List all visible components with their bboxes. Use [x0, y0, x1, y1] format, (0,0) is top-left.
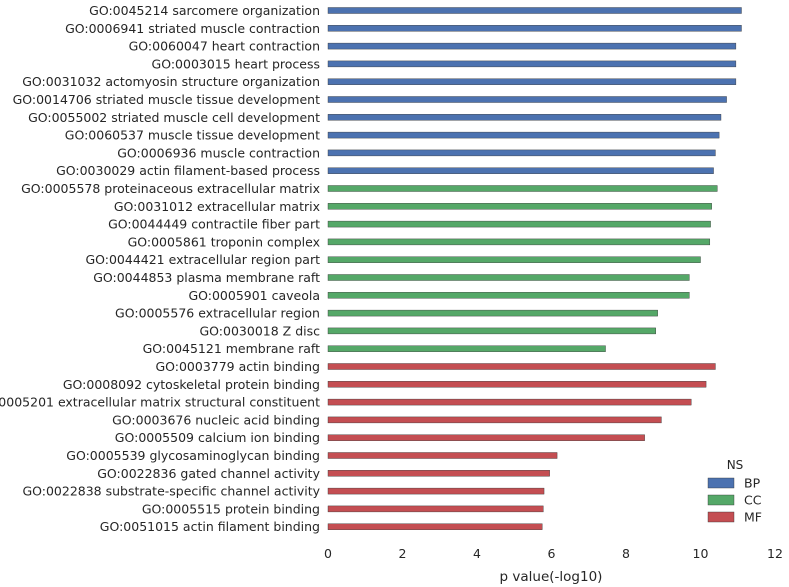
bar-mf — [327, 398, 692, 406]
category-label: GO:0060537 muscle tissue development — [65, 128, 320, 143]
category-label: GO:0005861 troponin complex — [128, 234, 320, 249]
category-label: GO:0055002 striated muscle cell developm… — [28, 110, 320, 125]
bar-cc — [327, 292, 690, 299]
category-label: GO:0014706 striated muscle tissue develo… — [13, 92, 321, 107]
category-label: GO:0005901 caveola — [188, 288, 320, 303]
category-label: GO:0006941 striated muscle contraction — [65, 21, 320, 36]
x-tick-label: 12 — [767, 546, 783, 561]
bar-mf — [327, 381, 707, 388]
category-label: GO:0031032 actomyosin structure organiza… — [22, 74, 320, 89]
legend-title: NS — [727, 458, 744, 472]
category-label: GO:0022836 gated channel activity — [97, 466, 320, 481]
category-label: GO:0031012 extracellular matrix — [114, 199, 320, 214]
bar-mf — [327, 434, 645, 441]
category-label: GO:0005201 extracellular matrix structur… — [0, 395, 320, 410]
category-label: GO:0044421 extracellular region part — [85, 252, 320, 267]
x-tick-label: 0 — [324, 546, 332, 561]
bar-mf — [327, 452, 558, 459]
x-tick-label: 2 — [399, 546, 407, 561]
bar-mf — [327, 470, 550, 477]
bar-cc — [327, 203, 712, 210]
bar-cc — [327, 220, 711, 228]
bar-cc — [327, 274, 690, 281]
bar-mf — [327, 487, 545, 495]
x-tick-label: 4 — [473, 546, 481, 561]
bar-bp — [327, 25, 742, 32]
category-label: GO:0005509 calcium ion binding — [115, 430, 320, 445]
category-label: GO:0008092 cytoskeletal protein binding — [63, 377, 320, 392]
bar-bp — [327, 42, 737, 50]
category-label: GO:0045214 sarcomere organization — [89, 3, 320, 18]
legend-swatch-bp — [707, 477, 735, 489]
category-label: GO:0006936 muscle contraction — [117, 145, 320, 160]
bar-mf — [327, 505, 544, 513]
bar-bp — [327, 131, 720, 139]
bars-layer — [327, 7, 742, 530]
x-axis-title: p value(-log10) — [500, 569, 603, 585]
bar-cc — [327, 238, 711, 246]
legend-label-mf: MF — [744, 510, 762, 525]
bar-cc — [327, 345, 606, 352]
bar-bp — [327, 96, 727, 103]
category-label: GO:0005578 proteinaceous extracellular m… — [21, 181, 320, 196]
category-label: GO:0044853 plasma membrane raft — [93, 270, 320, 285]
legend-label-bp: BP — [744, 476, 761, 491]
category-label: GO:0022838 substrate-specific channel ac… — [22, 484, 320, 499]
bar-cc — [327, 327, 656, 335]
category-label: GO:0003779 actin binding — [155, 359, 320, 374]
x-axis: 0 2 4 6 8 10 12 — [324, 546, 783, 561]
bar-cc — [327, 256, 701, 263]
x-tick-label: 8 — [622, 546, 630, 561]
bar-bp — [327, 7, 742, 14]
bar-bp — [327, 60, 737, 68]
category-label: GO:0003015 heart process — [152, 56, 320, 71]
category-label: GO:0044449 contractile fiber part — [108, 217, 320, 232]
category-label: GO:0030018 Z disc — [200, 323, 321, 338]
category-label: GO:0005539 glycosaminoglycan binding — [66, 448, 320, 463]
bar-mf — [327, 363, 716, 370]
category-label: GO:0051015 actin filament binding — [100, 519, 320, 534]
bar-mf — [327, 523, 543, 530]
category-label: GO:0003676 nucleic acid binding — [112, 412, 320, 427]
legend-swatch-mf — [707, 511, 735, 523]
category-label: GO:0030029 actin filament-based process — [56, 163, 320, 178]
legend: NS BP CC MF — [707, 458, 762, 525]
legend-swatch-cc — [707, 494, 735, 506]
category-labels: GO:0045214 sarcomere organization GO:0006… — [0, 3, 321, 534]
category-label: GO:0005576 extracellular region — [115, 306, 320, 321]
category-label: GO:0060047 heart contraction — [129, 39, 320, 54]
bar-mf — [327, 416, 662, 424]
category-label: GO:0045121 membrane raft — [143, 341, 321, 356]
bar-cc — [327, 309, 658, 317]
x-tick-label: 6 — [548, 546, 556, 561]
legend-label-cc: CC — [744, 493, 762, 508]
bar-bp — [327, 114, 722, 121]
bar-bp — [327, 78, 737, 85]
category-label: GO:0005515 protein binding — [142, 501, 320, 516]
bar-bp — [327, 167, 714, 174]
x-tick-label: 10 — [693, 546, 709, 561]
bar-bp — [327, 149, 716, 157]
bar-cc — [327, 185, 718, 192]
